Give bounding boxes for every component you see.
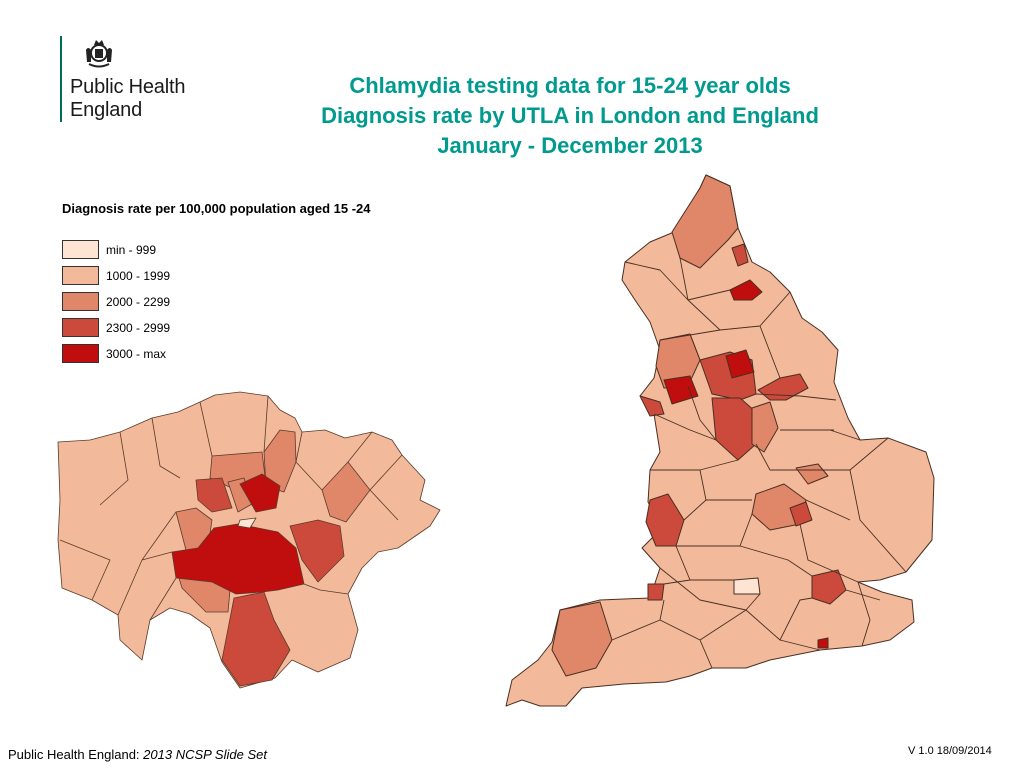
legend-item: min - 999 [62, 216, 482, 259]
london-borough [59, 395, 403, 621]
slide-title: Chlamydia testing data for 15-24 year ol… [250, 71, 890, 161]
legend-item: 1000 - 1999 [62, 242, 482, 285]
england-region [751, 401, 779, 453]
legend-swatch [62, 266, 99, 285]
legend-item: 2300 - 2999 [62, 294, 482, 337]
england-boundaries [611, 257, 907, 669]
footer-version: V 1.0 18/09/2014 [908, 745, 992, 757]
footer-source-title: 2013 NCSP Slide Set [143, 747, 267, 762]
england-region [725, 349, 755, 379]
royal-crest-icon [86, 40, 112, 68]
london-map [57, 391, 441, 689]
london-borough [171, 523, 305, 595]
england-region [817, 637, 829, 649]
legend-label: 3000 - max [106, 347, 167, 361]
england-map [505, 174, 935, 707]
england-region [639, 395, 665, 417]
org-name: Public Health England [70, 76, 185, 122]
title-line-3: January - December 2013 [437, 133, 703, 158]
legend-label: 2300 - 2999 [106, 321, 171, 335]
legend-swatch [62, 344, 99, 363]
legend-items: min - 999 1000 - 1999 2000 - 2299 2300 - 29… [62, 216, 482, 363]
map-legend: Diagnosis rate per 100,000 population ag… [62, 201, 482, 363]
legend-item: 3000 - max [62, 320, 482, 363]
legend-title: Diagnosis rate per 100,000 population ag… [62, 201, 371, 216]
england-region [729, 279, 763, 301]
title-line-1: Chlamydia testing data for 15-24 year ol… [349, 73, 791, 98]
legend-item: 2000 - 2299 [62, 268, 482, 311]
london-borough [321, 461, 371, 523]
england-region [647, 583, 665, 601]
legend-swatch [62, 318, 99, 337]
legend-label: 2000 - 2299 [106, 295, 171, 309]
footer-source-prefix: Public Health England: [8, 747, 144, 762]
england-region [663, 375, 699, 405]
england-region [795, 463, 829, 485]
legend-label: min - 999 [106, 243, 157, 257]
england-region [733, 577, 761, 595]
england-region [671, 174, 739, 269]
org-name-line1: Public Health [70, 76, 186, 98]
legend-label: 1000 - 1999 [106, 269, 171, 283]
footer-source: Public Health England: 2013 NCSP Slide S… [8, 747, 267, 762]
england-region [789, 501, 813, 527]
london-borough [221, 591, 291, 687]
london-borough [195, 477, 233, 513]
title-line-2: Diagnosis rate by UTLA in London and Eng… [321, 103, 819, 128]
london-borough [239, 473, 281, 513]
england-region [731, 243, 749, 267]
legend-swatch [62, 292, 99, 311]
legend-swatch [62, 240, 99, 259]
phe-logo: Public Health England [60, 36, 230, 126]
org-name-line2: England [70, 99, 142, 121]
england-region [551, 601, 613, 677]
london-borough [237, 517, 257, 529]
logo-rule [60, 36, 62, 122]
london-borough [289, 519, 345, 583]
